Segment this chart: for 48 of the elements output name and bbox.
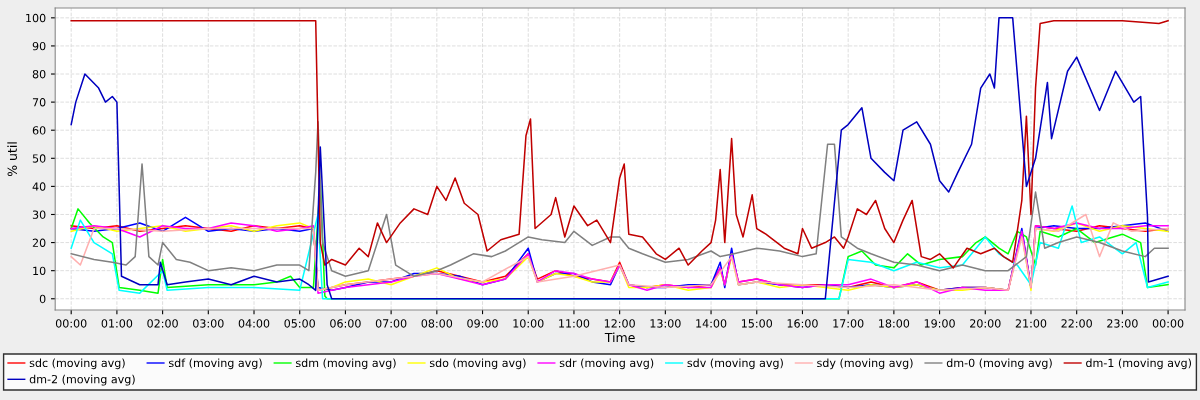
y-tick-label: 0	[39, 294, 46, 304]
x-tick-label: 17:00	[833, 319, 864, 328]
y-axis-title: % util	[7, 142, 17, 177]
x-tick-label: 03:00	[193, 319, 224, 328]
x-tick-label: 14:00	[696, 319, 727, 328]
legend-label: sdo (moving avg)	[429, 358, 526, 370]
y-tick-label: 100	[26, 13, 46, 23]
legend-label: dm-1 (moving avg)	[1086, 358, 1191, 370]
y-tick-label: 20	[32, 238, 46, 247]
legend-label: sdc (moving avg)	[29, 358, 125, 370]
x-tick-label: 01:00	[101, 319, 133, 328]
x-tick-label: 04:00	[238, 319, 270, 328]
legend-label: dm-2 (moving avg)	[29, 374, 135, 386]
legend-label: sdm (moving avg)	[295, 358, 396, 370]
x-tick-label: 12:00	[604, 319, 635, 328]
y-tick-label: 70	[32, 98, 46, 107]
x-tick-label: 06:00	[330, 319, 361, 328]
x-tick-label: 02:00	[147, 319, 178, 328]
legend-label: sdy (moving avg)	[817, 358, 913, 370]
y-tick-label: 30	[32, 210, 46, 219]
legend-label: sdf (moving avg)	[168, 358, 262, 370]
x-tick-label: 18:00	[879, 319, 910, 328]
y-tick-label: 10	[33, 266, 46, 276]
x-axis-title: Time	[604, 332, 635, 343]
x-tick-label: 00:00	[55, 319, 87, 328]
x-tick-label: 13:00	[650, 319, 681, 328]
x-tick-label: 20:00	[970, 319, 1001, 328]
x-tick-label: 16:00	[787, 319, 818, 328]
y-tick-label: 60	[32, 126, 46, 135]
legend-label: dm-0 (moving avg)	[946, 358, 1052, 370]
x-tick-label: 22:00	[1061, 319, 1092, 328]
x-tick-label: 09:00	[467, 319, 498, 328]
x-tick-label: 00:00	[1152, 319, 1184, 328]
y-tick-label: 90	[32, 41, 46, 51]
x-tick-label: 11:00	[559, 319, 590, 328]
x-tick-label: 21:00	[1015, 319, 1047, 328]
x-tick-label: 07:00	[375, 319, 407, 328]
y-tick-label: 50	[32, 154, 46, 163]
x-tick-label: 19:00	[924, 319, 955, 328]
y-tick-label: 40	[32, 182, 46, 191]
x-tick-label: 08:00	[421, 319, 453, 328]
x-tick-label: 10:00	[513, 319, 544, 328]
x-tick-label: 05:00	[284, 319, 315, 328]
x-tick-label: 15:00	[741, 319, 773, 328]
legend-label: sdv (moving avg)	[687, 358, 783, 370]
x-tick-label: 23:00	[1107, 319, 1138, 328]
legend-label: sdr (moving avg)	[559, 358, 654, 370]
y-tick-label: 80	[32, 69, 46, 79]
